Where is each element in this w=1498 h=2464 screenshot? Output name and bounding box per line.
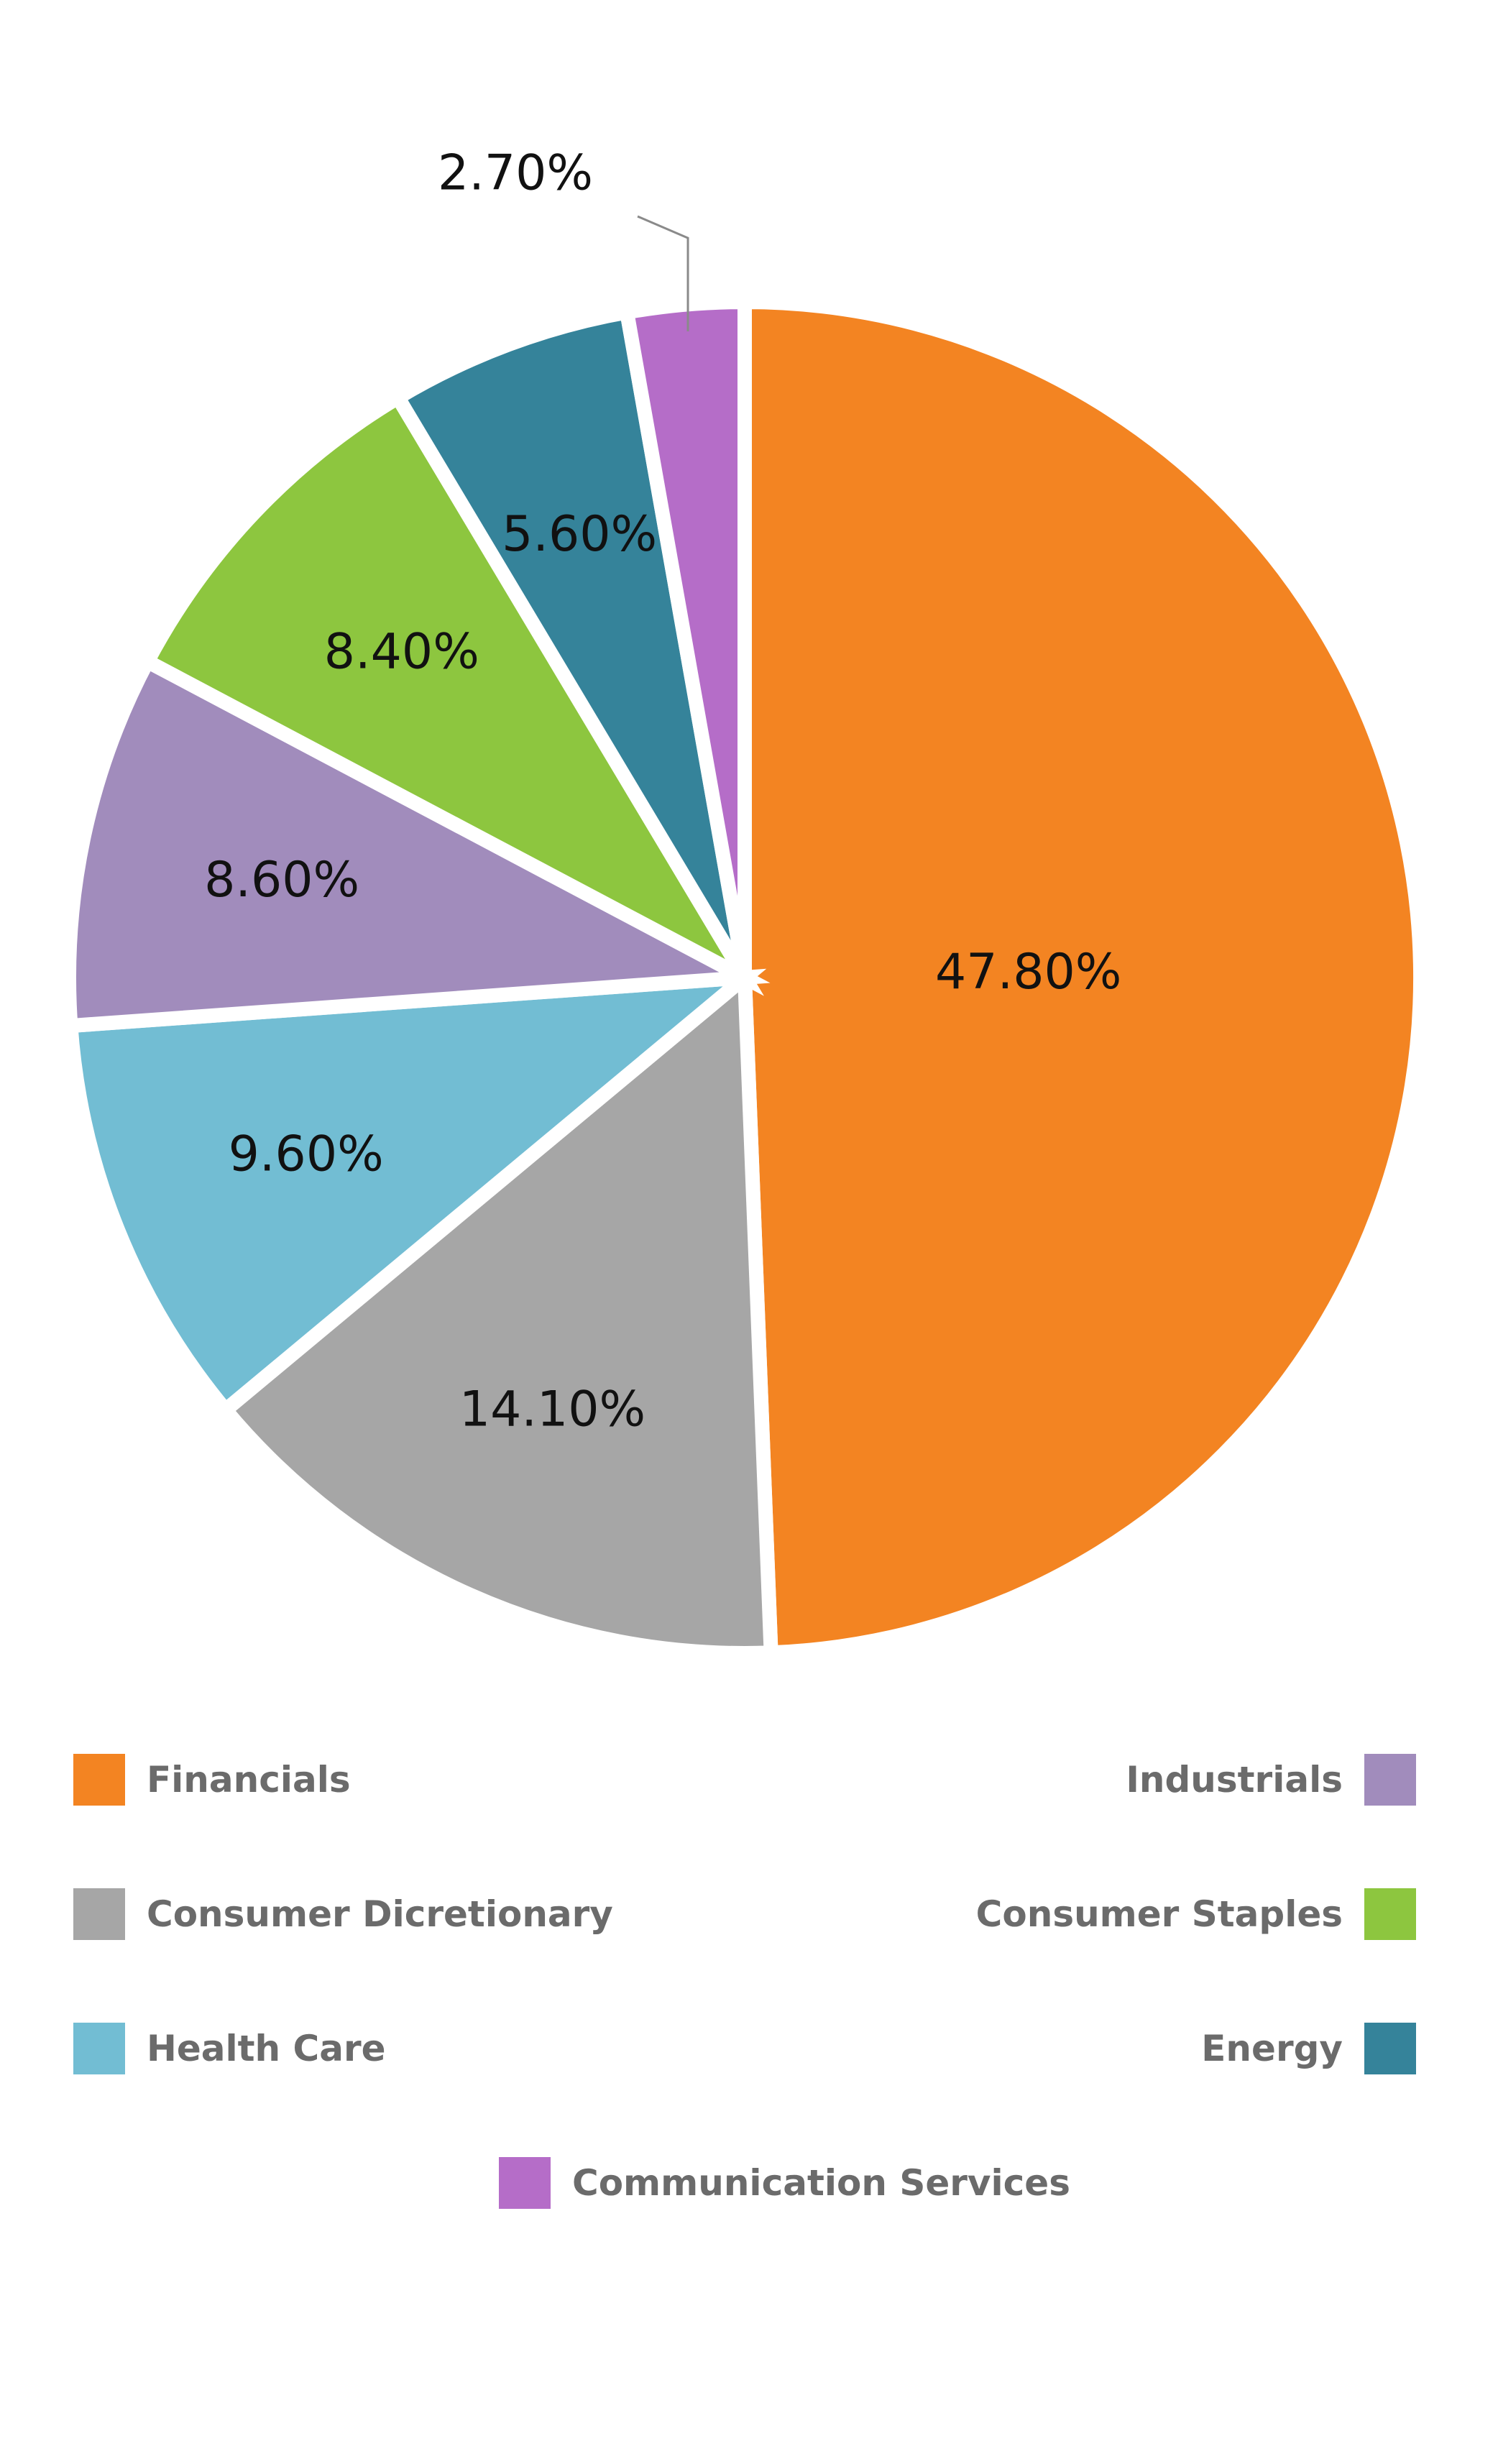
slice-label-consumer-staples: 8.40% <box>324 624 479 681</box>
leader-line-communication-services <box>637 215 689 332</box>
legend-swatch-consumer-dicretionary <box>73 1888 125 1940</box>
legend-label-financials: Financials <box>147 1759 351 1801</box>
legend-label-communication-services: Communication Services <box>572 2162 1070 2204</box>
pie-slice-energy <box>388 303 752 982</box>
pie-chart: 47.80% 14.10% 9.60% 8.60% 8.40% 5.60% 2.70% <box>62 144 1428 1660</box>
legend-swatch-health-care <box>73 2023 125 2074</box>
legend-swatch-energy <box>1364 2023 1416 2074</box>
legend-swatch-consumer-staples <box>1364 1888 1416 1940</box>
legend-label-health-care: Health Care <box>147 2028 386 2069</box>
legend-label-energy: Energy <box>1201 2028 1343 2069</box>
pie-slice-consumer-staples <box>137 387 764 996</box>
legend-item-communication-services: Communication Services <box>499 2157 1092 2209</box>
legend-item-energy: Energy <box>1180 2023 1416 2074</box>
slice-label-energy: 5.60% <box>502 506 657 563</box>
legend-swatch-industrials <box>1364 1754 1416 1806</box>
legend-item-consumer-dicretionary: Consumer Dicretionary <box>73 1888 635 1940</box>
pie-slice-consumer-dicretionary <box>215 962 778 1660</box>
legend-label-consumer-dicretionary: Consumer Dicretionary <box>147 1893 613 1935</box>
slice-label-health-care: 9.60% <box>229 1126 384 1182</box>
legend-item-consumer-staples: Consumer Staples <box>955 1888 1416 1940</box>
legend-item-financials: Financials <box>73 1754 372 1806</box>
legend-swatch-financials <box>73 1754 125 1806</box>
legend-item-industrials: Industrials <box>1104 1754 1416 1806</box>
slice-label-industrials: 8.60% <box>204 852 359 909</box>
legend-swatch-communication-services <box>499 2157 551 2209</box>
legend-item-health-care: Health Care <box>73 2023 408 2074</box>
slice-label-consumer-dicretionary: 14.10% <box>459 1382 645 1438</box>
pie-slice-financials <box>737 294 1428 1660</box>
pie-slice-health-care <box>63 968 767 1420</box>
pie-slice-industrials <box>62 651 771 1034</box>
legend-label-consumer-staples: Consumer Staples <box>975 1893 1343 1935</box>
legend-label-industrials: Industrials <box>1126 1759 1343 1801</box>
slice-label-communication-services: 2.70% <box>438 145 593 202</box>
pie-slice-communication-services <box>618 294 752 979</box>
slice-label-financials: 47.80% <box>935 944 1121 1001</box>
